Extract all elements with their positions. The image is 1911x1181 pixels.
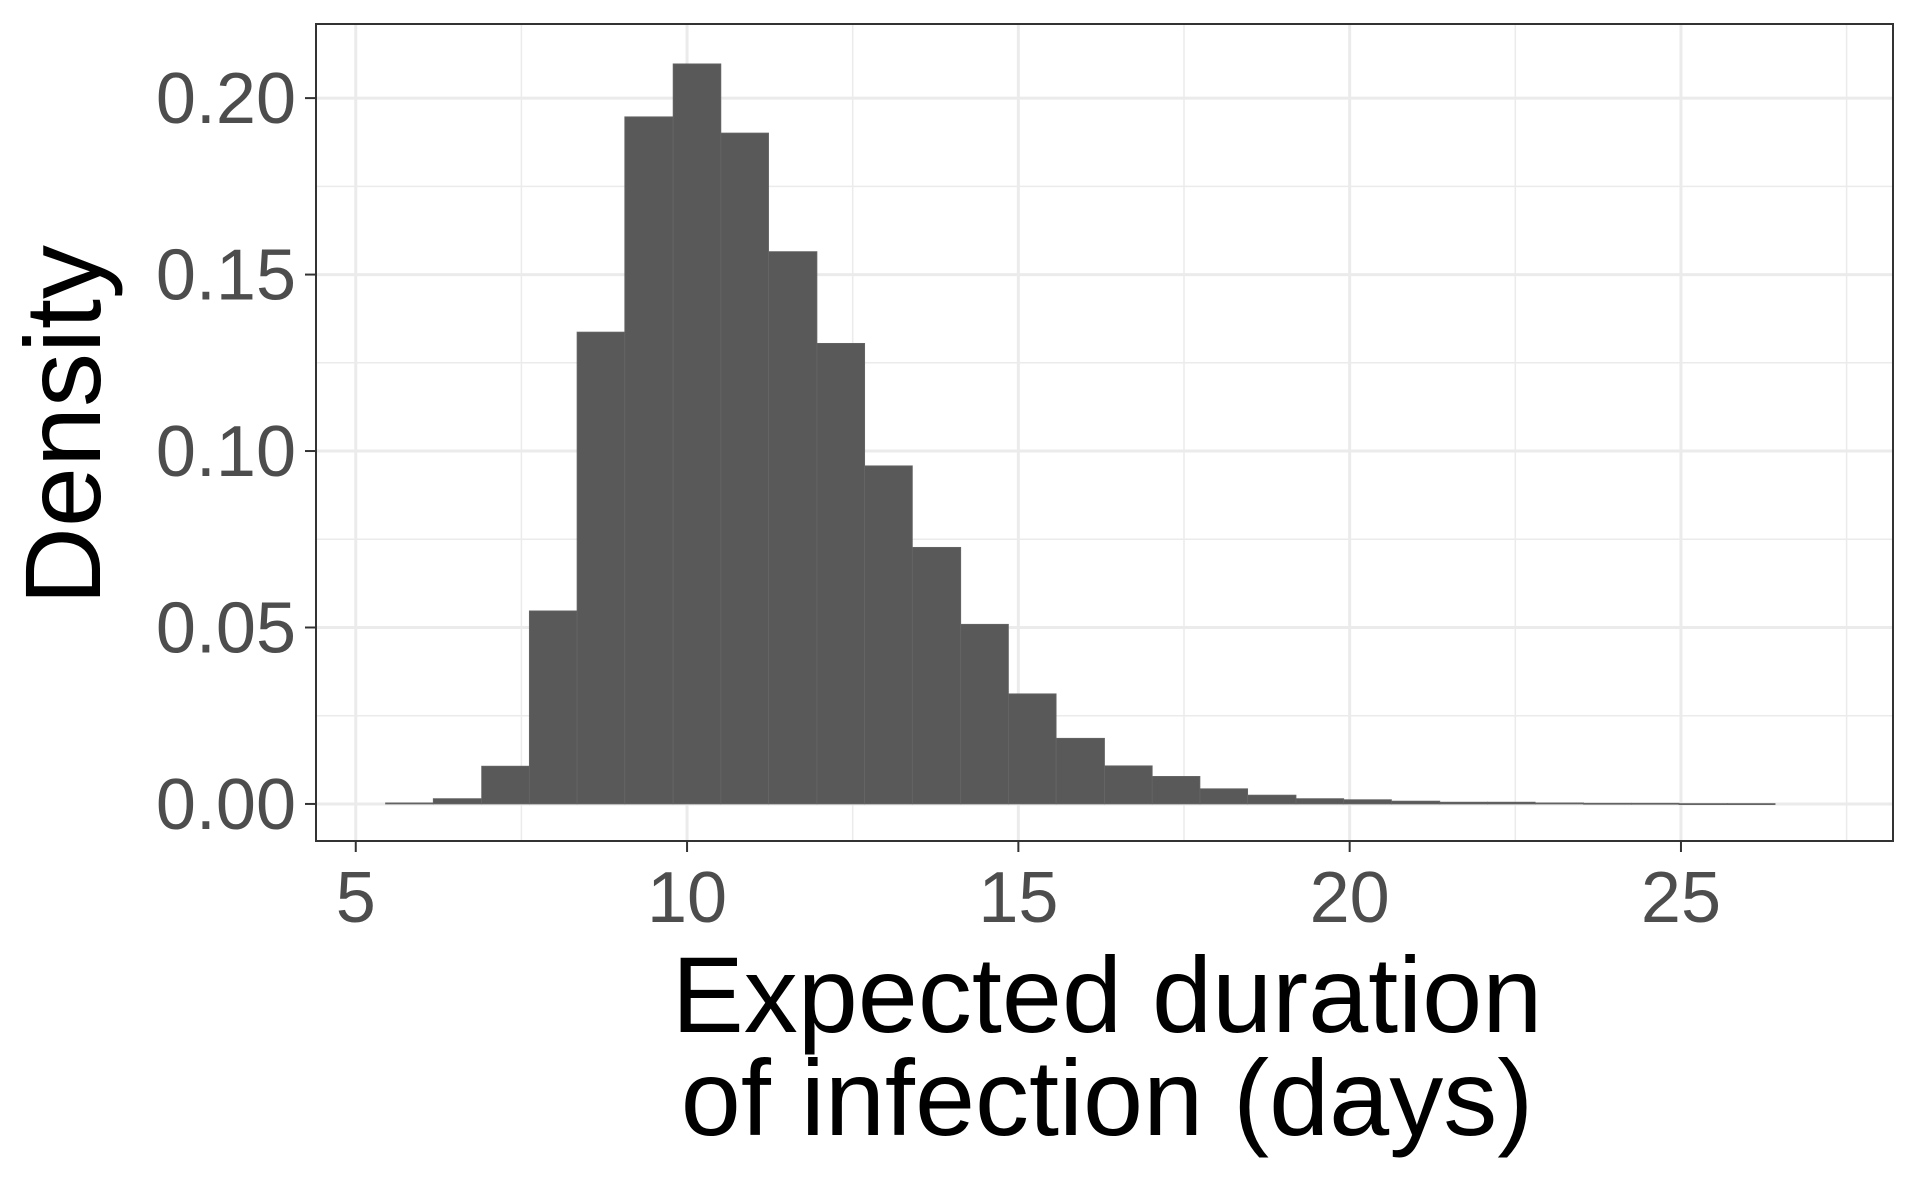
histogram-bar: [816, 342, 866, 805]
histogram-bar: [1630, 802, 1680, 805]
histogram-bar: [1343, 799, 1392, 805]
y-axis-title: Density: [2, 245, 123, 605]
x-tick-label: 5: [336, 858, 376, 938]
histogram-bar: [576, 331, 626, 805]
histogram-bar: [768, 251, 818, 805]
histogram-bar: [911, 546, 962, 805]
histogram-bar: [1391, 800, 1441, 805]
histogram-bar: [1678, 803, 1728, 805]
x-tick-label: 15: [978, 858, 1058, 938]
x-axis-title-line-2: of infection (days): [681, 1037, 1533, 1158]
histogram-bar: [1151, 776, 1201, 805]
panel-border: [315, 23, 1894, 842]
histogram-bar: [624, 116, 674, 805]
histogram-bar: [672, 63, 722, 805]
histogram-bar: [1534, 802, 1584, 805]
histogram-bar: [1199, 788, 1249, 805]
histogram-bars: [385, 63, 1776, 805]
x-tick-label: 25: [1641, 858, 1721, 938]
histogram-bar: [1104, 765, 1153, 805]
x-tick-label: 10: [647, 858, 727, 938]
y-tick-label: 0.15: [156, 236, 296, 316]
x-tick-label: 20: [1310, 858, 1390, 938]
histogram-bar: [1487, 801, 1536, 805]
y-tick-label: 0.00: [156, 765, 296, 845]
histogram-bar: [481, 765, 530, 805]
y-tick-label: 0.05: [156, 588, 296, 668]
histogram-bar: [432, 798, 483, 805]
histogram-bar: [720, 132, 769, 805]
histogram-bar: [1008, 693, 1057, 805]
x-axis-title-line-1: Expected duration: [672, 934, 1543, 1055]
histogram-bar: [1439, 801, 1488, 805]
histogram-bar: [864, 465, 913, 805]
y-tick-label: 0.10: [156, 412, 296, 492]
y-axis-ticks: 0.00 0.05 0.10 0.15 0.20: [156, 59, 316, 845]
histogram-bar: [960, 623, 1009, 805]
histogram-bar: [1295, 798, 1345, 805]
histogram-bar: [385, 802, 434, 805]
histogram-bar: [1583, 802, 1632, 805]
histogram-bar: [1247, 794, 1297, 805]
histogram-bar: [528, 610, 578, 805]
y-tick-label: 0.20: [156, 59, 296, 139]
histogram-bar: [1726, 803, 1776, 805]
x-axis-ticks: 5 10 15 20 25: [336, 841, 1721, 938]
histogram-bar: [1055, 737, 1105, 805]
